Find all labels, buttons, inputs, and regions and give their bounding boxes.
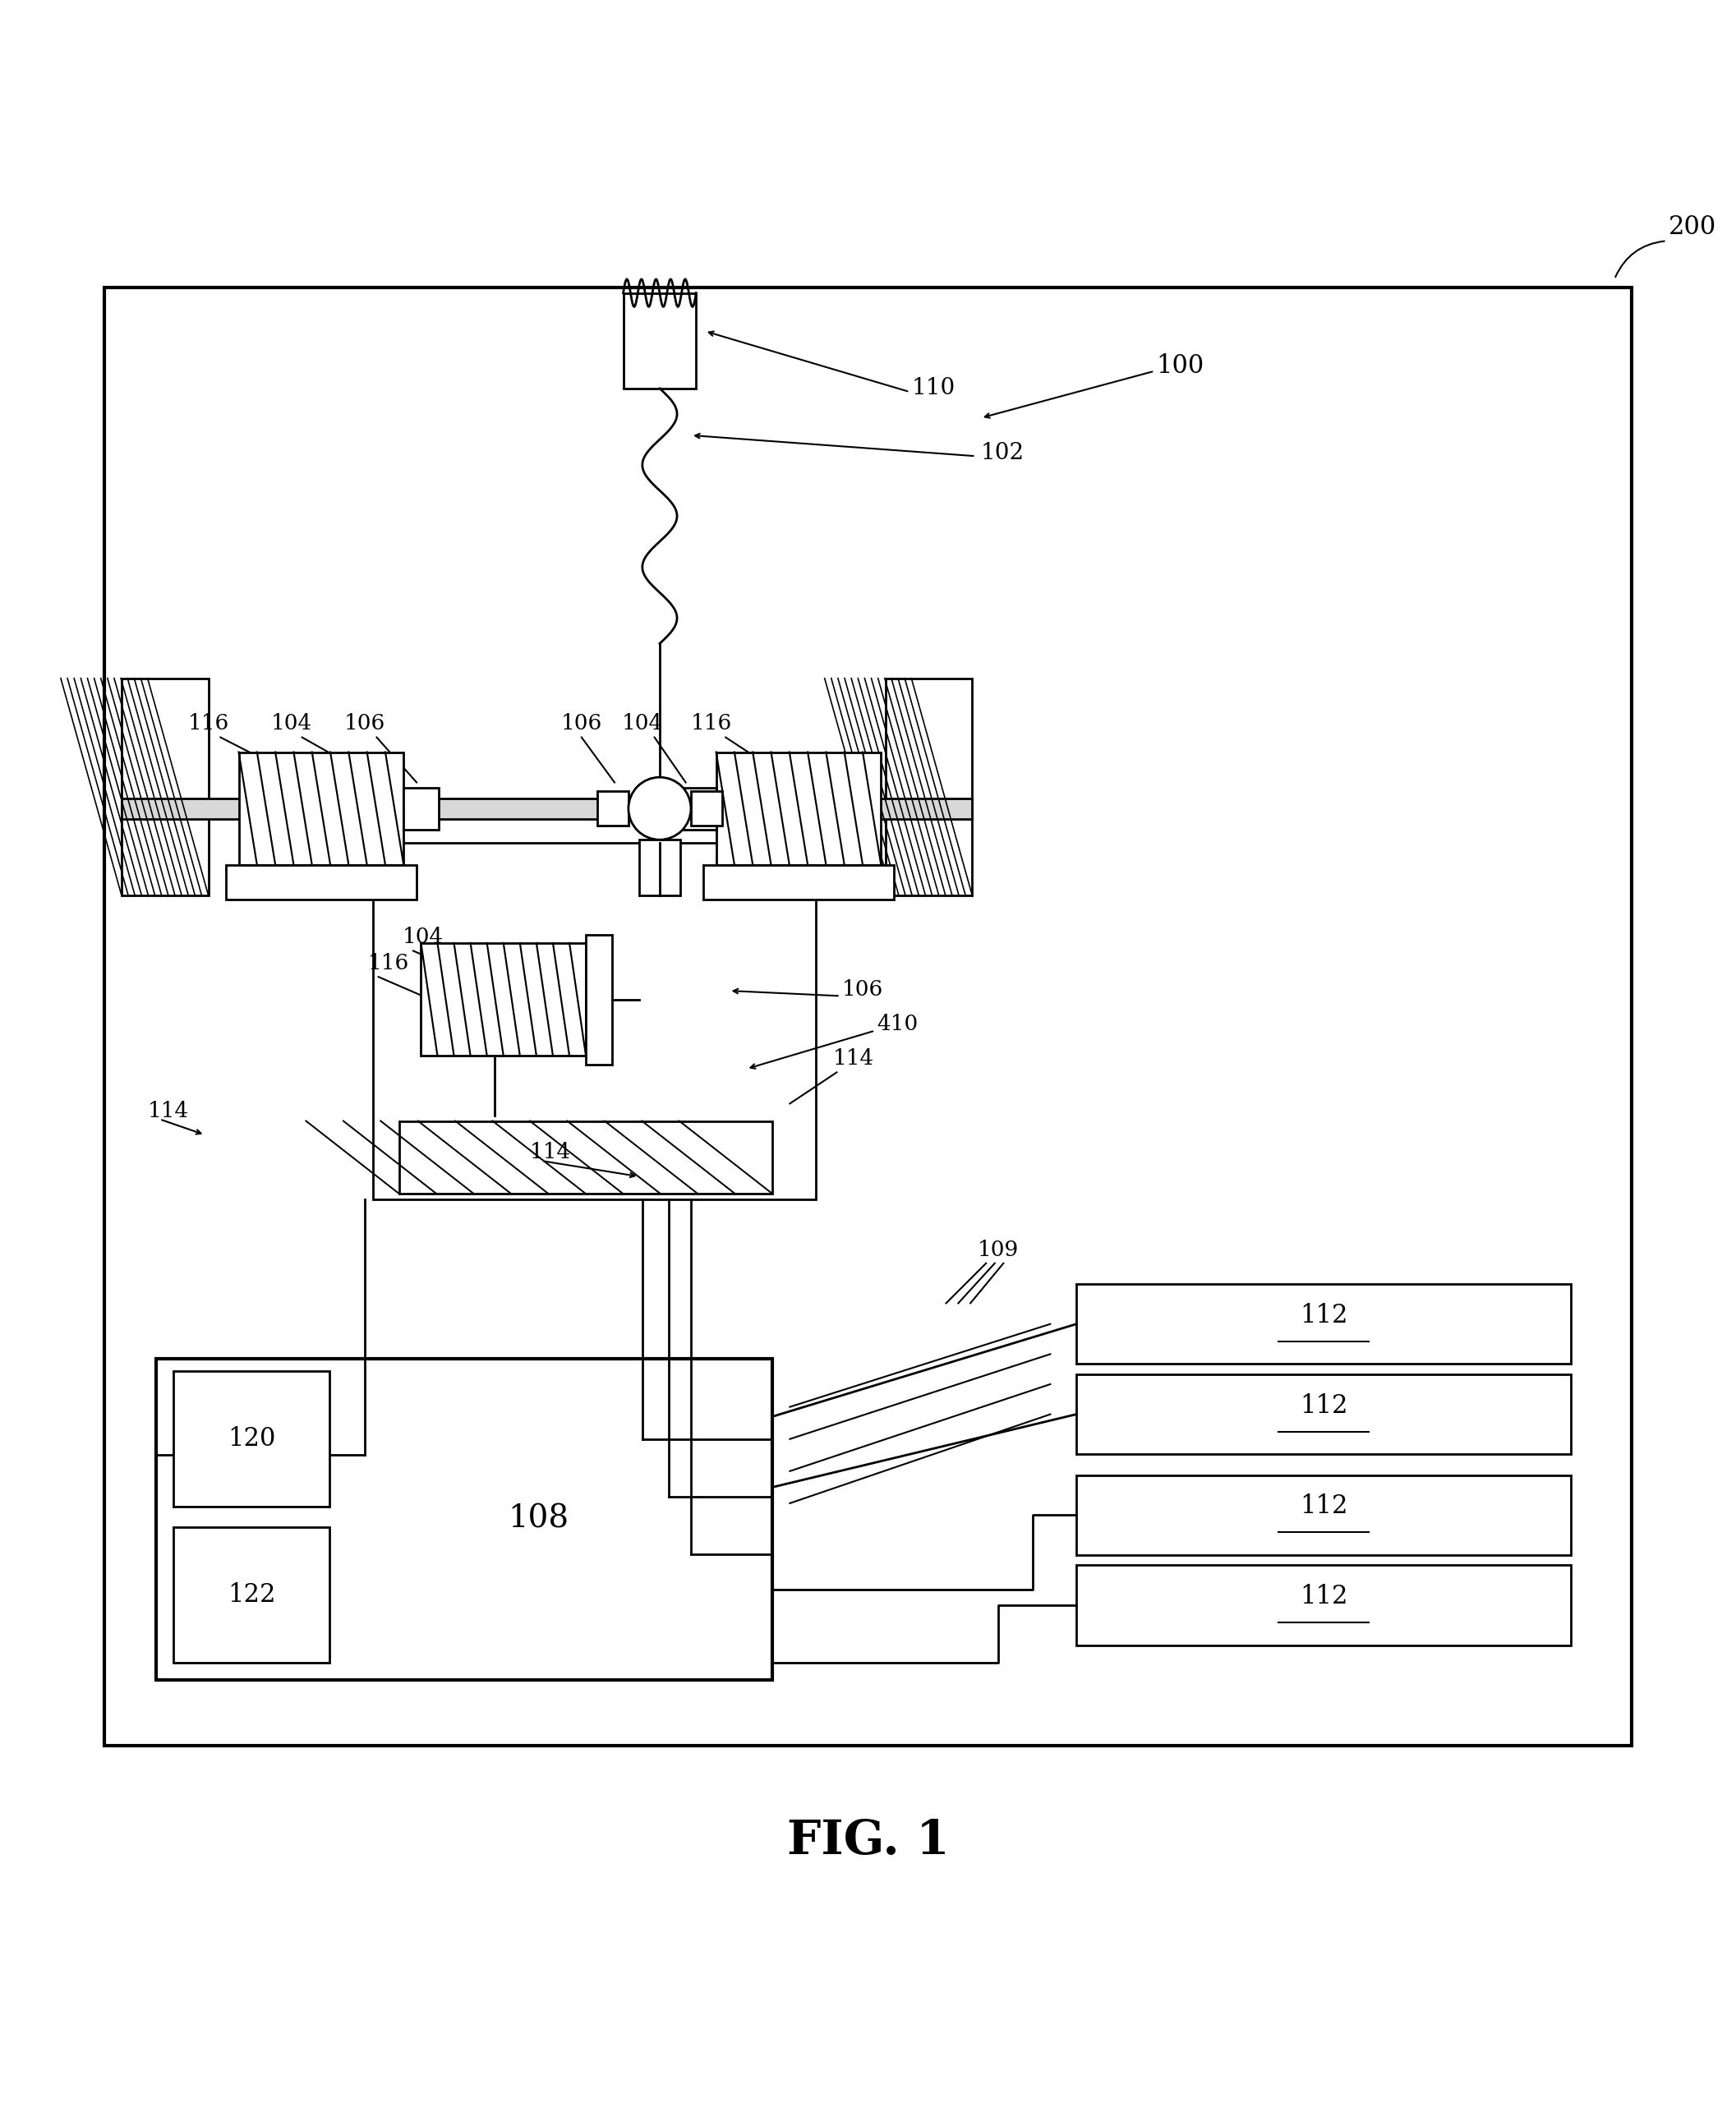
Text: 104: 104 xyxy=(271,713,312,734)
Text: 116: 116 xyxy=(691,713,733,734)
Bar xyxy=(585,934,611,1064)
Text: 106: 106 xyxy=(561,713,602,734)
Bar xyxy=(717,753,882,864)
Bar xyxy=(122,797,972,818)
Text: 108: 108 xyxy=(509,1504,569,1535)
Bar xyxy=(1076,1375,1571,1453)
Bar xyxy=(399,1121,773,1195)
Text: 106: 106 xyxy=(842,978,884,999)
Text: 116: 116 xyxy=(368,953,410,974)
Bar xyxy=(1076,1565,1571,1645)
Text: 104: 104 xyxy=(403,927,444,946)
Text: 100: 100 xyxy=(1156,353,1205,379)
Bar xyxy=(226,864,417,900)
Bar xyxy=(122,679,208,896)
Bar xyxy=(597,791,628,826)
Text: 112: 112 xyxy=(1300,1392,1347,1417)
Bar xyxy=(422,942,587,1056)
Bar xyxy=(885,679,972,896)
Bar xyxy=(703,864,894,900)
Text: 122: 122 xyxy=(227,1581,276,1607)
Text: FIG. 1: FIG. 1 xyxy=(786,1819,950,1863)
Bar xyxy=(681,789,717,829)
Text: 114: 114 xyxy=(148,1100,189,1121)
Bar xyxy=(403,789,437,829)
Bar xyxy=(240,753,403,864)
Bar xyxy=(174,1371,330,1506)
Text: 110: 110 xyxy=(911,376,955,400)
Bar xyxy=(373,843,816,1199)
Bar xyxy=(623,292,696,389)
Text: 106: 106 xyxy=(344,713,385,734)
Bar xyxy=(1076,1474,1571,1554)
Bar xyxy=(174,1527,330,1663)
Text: 120: 120 xyxy=(227,1426,276,1451)
Text: 114: 114 xyxy=(529,1142,571,1163)
Text: 114: 114 xyxy=(833,1047,875,1068)
Text: 109: 109 xyxy=(977,1239,1019,1260)
Bar xyxy=(639,839,681,896)
Text: 112: 112 xyxy=(1300,1302,1347,1329)
Circle shape xyxy=(628,778,691,839)
Text: 116: 116 xyxy=(187,713,229,734)
Text: 112: 112 xyxy=(1300,1584,1347,1609)
Text: 102: 102 xyxy=(981,442,1024,465)
Text: 410: 410 xyxy=(877,1014,918,1035)
Bar xyxy=(104,288,1632,1745)
Bar xyxy=(691,791,722,826)
Bar xyxy=(156,1359,773,1680)
Text: 104: 104 xyxy=(621,713,663,734)
Bar xyxy=(1076,1285,1571,1365)
Text: 112: 112 xyxy=(1300,1493,1347,1518)
Text: 200: 200 xyxy=(1668,215,1717,240)
